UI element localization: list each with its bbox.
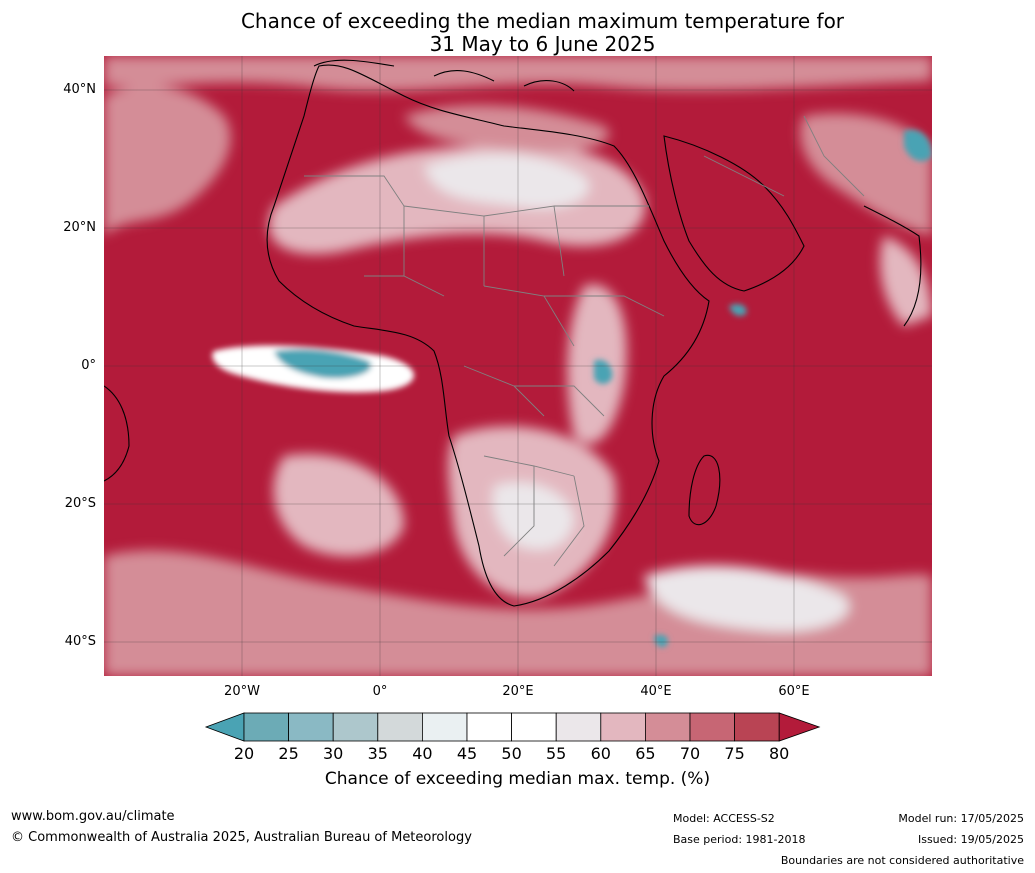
- colorbar-extend-low: [204, 712, 245, 742]
- colorbar-segment: [511, 712, 557, 742]
- colorbar-segment: [243, 712, 289, 742]
- colorbar-segment: [600, 712, 646, 742]
- shade-nw-atlantic: [104, 85, 231, 236]
- lat-label-40n: 40°N: [63, 82, 96, 97]
- lat-label-20s: 20°S: [64, 496, 96, 511]
- madagascar-coastline: [688, 454, 721, 526]
- colorbar-tick-label: 70: [679, 744, 701, 763]
- colorbar-tick-label: 20: [233, 744, 255, 763]
- lon-label-0: 0°: [372, 684, 388, 699]
- arabia-coastline: [663, 135, 805, 292]
- footer-model-run: Model run: 17/05/2025: [898, 812, 1024, 825]
- shade-southern-africa-core: [492, 482, 574, 550]
- probability-map: [104, 56, 932, 676]
- cool-gulf-of-guinea-core: [274, 349, 372, 379]
- colorbar-segment: [644, 712, 691, 742]
- lat-label-20n: 20°N: [63, 220, 96, 235]
- shade-top-band: [104, 56, 932, 91]
- lon-label-20w: 20°W: [224, 684, 260, 699]
- footer-disclaimer: Boundaries are not considered authoritat…: [780, 854, 1024, 867]
- colorbar-tick-label: 60: [590, 744, 611, 763]
- lon-label-60e: 60°E: [778, 684, 810, 699]
- colorbar-label: Chance of exceeding median max. temp. (%…: [324, 769, 711, 789]
- shade-mediterranean: [404, 105, 610, 152]
- footer-base-period: Base period: 1981-2018: [673, 833, 806, 846]
- colorbar-tick-label: 50: [501, 744, 522, 763]
- footer-copyright: © Commonwealth of Australia 2025, Austra…: [11, 830, 472, 845]
- colorbar-segment: [734, 712, 780, 742]
- lat-label-0: 0°: [81, 358, 96, 373]
- cool-central-asia: [904, 129, 932, 162]
- africa-coastline: [266, 64, 710, 607]
- lon-label-40e: 40°E: [640, 684, 672, 699]
- shade-central-asia: [800, 113, 932, 236]
- lon-label-20e: 20°E: [502, 684, 534, 699]
- lat-label-40s: 40°S: [64, 634, 96, 649]
- colorbar-tick-label: 80: [769, 744, 790, 763]
- colorbar-segment: [377, 712, 423, 742]
- map-title-line2: 31 May to 6 June 2025: [429, 32, 656, 56]
- colorbar-tick-label: 35: [367, 744, 388, 763]
- colorbar-segment: [689, 712, 735, 742]
- colorbar-segment: [288, 712, 334, 742]
- colorbar: [204, 712, 821, 742]
- colorbar-segment: [555, 712, 602, 742]
- shade-sahara-core: [424, 153, 590, 209]
- coastlines: [104, 59, 922, 607]
- south-america-coastline: [104, 385, 130, 482]
- colorbar-segment: [332, 712, 379, 742]
- cool-southern-spot: [654, 634, 669, 648]
- cool-lake-victoria: [594, 359, 613, 384]
- map-title-line1: Chance of exceeding the median maximum t…: [240, 9, 845, 33]
- national-borders: [304, 115, 865, 567]
- shade-southern-ocean-light: [644, 565, 850, 632]
- colorbar-tick-label: 25: [278, 744, 299, 763]
- colorbar-segment: [421, 712, 468, 742]
- footer-model: Model: ACCESS-S2: [673, 812, 775, 825]
- footer-url: www.bom.gov.au/climate: [11, 809, 175, 824]
- colorbar-tick-label: 30: [323, 744, 344, 763]
- shade-south-atlantic: [273, 454, 404, 557]
- europe-coastline: [313, 59, 575, 92]
- colorbar-extend-high: [778, 712, 821, 742]
- colorbar-tick-label: 40: [412, 744, 433, 763]
- colorbar-tick-label: 65: [635, 744, 656, 763]
- colorbar-tick-label: 55: [546, 744, 567, 763]
- india-coastline: [863, 205, 922, 327]
- footer-issued: Issued: 19/05/2025: [917, 833, 1024, 846]
- shade-india: [880, 236, 932, 326]
- cool-arabian-sea-spot: [729, 303, 747, 316]
- colorbar-segment: [466, 712, 512, 742]
- cool-anomalies: [212, 129, 932, 648]
- colorbar-tick-label: 75: [724, 744, 745, 763]
- graticule: [104, 56, 932, 676]
- colorbar-tick-label: 45: [456, 744, 478, 763]
